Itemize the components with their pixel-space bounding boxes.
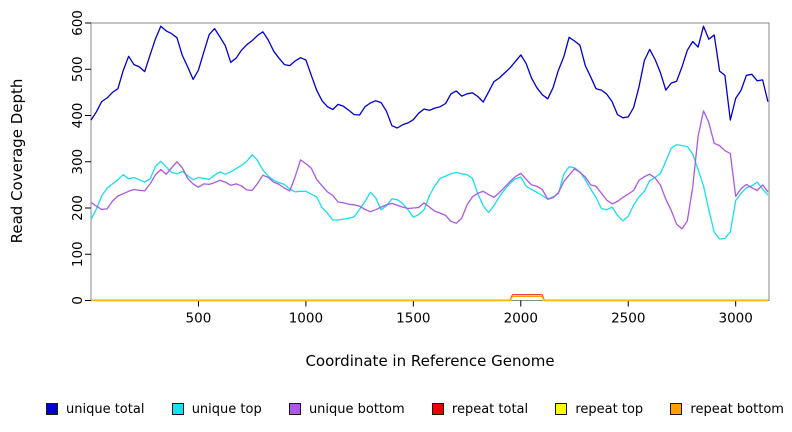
legend-swatch-icon	[555, 403, 568, 415]
legend-swatch-icon	[670, 403, 683, 415]
x-tick-label: 1500	[396, 311, 430, 327]
y-tick-label: 300	[70, 149, 86, 175]
series-line-unique-total	[90, 25, 769, 129]
legend-item-unique-total: unique total	[46, 402, 144, 417]
legend-swatch-icon	[288, 403, 301, 415]
plot-box	[90, 22, 770, 301]
y-tick-label: 600	[70, 10, 86, 36]
x-tick-label: 2000	[504, 311, 538, 327]
y-tick-label: 500	[70, 56, 86, 82]
series-line-unique-top	[90, 143, 769, 240]
legend-label: unique top	[191, 401, 262, 417]
legend-item-repeat-bottom: repeat bottom	[670, 402, 784, 417]
x-tick-label: 500	[186, 311, 212, 327]
legend-swatch-icon	[171, 403, 184, 415]
x-axis-title: Coordinate in Reference Genome	[305, 352, 555, 370]
y-tick-label: 200	[70, 195, 86, 221]
legend-label: repeat total	[451, 401, 529, 417]
legend-item-unique-top: unique top	[171, 401, 262, 417]
legend-item-repeat-total: repeat total	[431, 401, 529, 417]
x-tick-label: 2500	[611, 311, 645, 327]
series-line-repeat-bottom	[91, 295, 768, 301]
legend-item-unique-bottom: unique bottom	[288, 401, 405, 417]
chart-legend: unique total unique top unique bottom repea…	[46, 399, 784, 419]
legend-item-repeat-top: repeat top	[555, 402, 643, 417]
y-tick-label: 400	[70, 103, 86, 129]
y-tick-label: 0	[70, 296, 86, 305]
legend-label: unique total	[66, 401, 145, 417]
legend-label: repeat top	[575, 401, 644, 417]
x-tick-label: 3000	[719, 311, 753, 327]
legend-swatch-icon	[46, 403, 58, 415]
series-line-unique-bottom	[90, 110, 769, 230]
x-tick-label: 1000	[289, 311, 323, 327]
legend-swatch-icon	[431, 403, 444, 415]
legend-label: unique bottom	[308, 401, 405, 417]
legend-label: repeat bottom	[690, 401, 784, 417]
coverage-chart-canvas: 0 100 200 300 400 500 600 500 1000 1500 2000 2500 30…	[70, 10, 770, 327]
y-axis-title: Read Coverage Depth	[8, 78, 26, 244]
y-tick-label: 100	[70, 241, 86, 267]
